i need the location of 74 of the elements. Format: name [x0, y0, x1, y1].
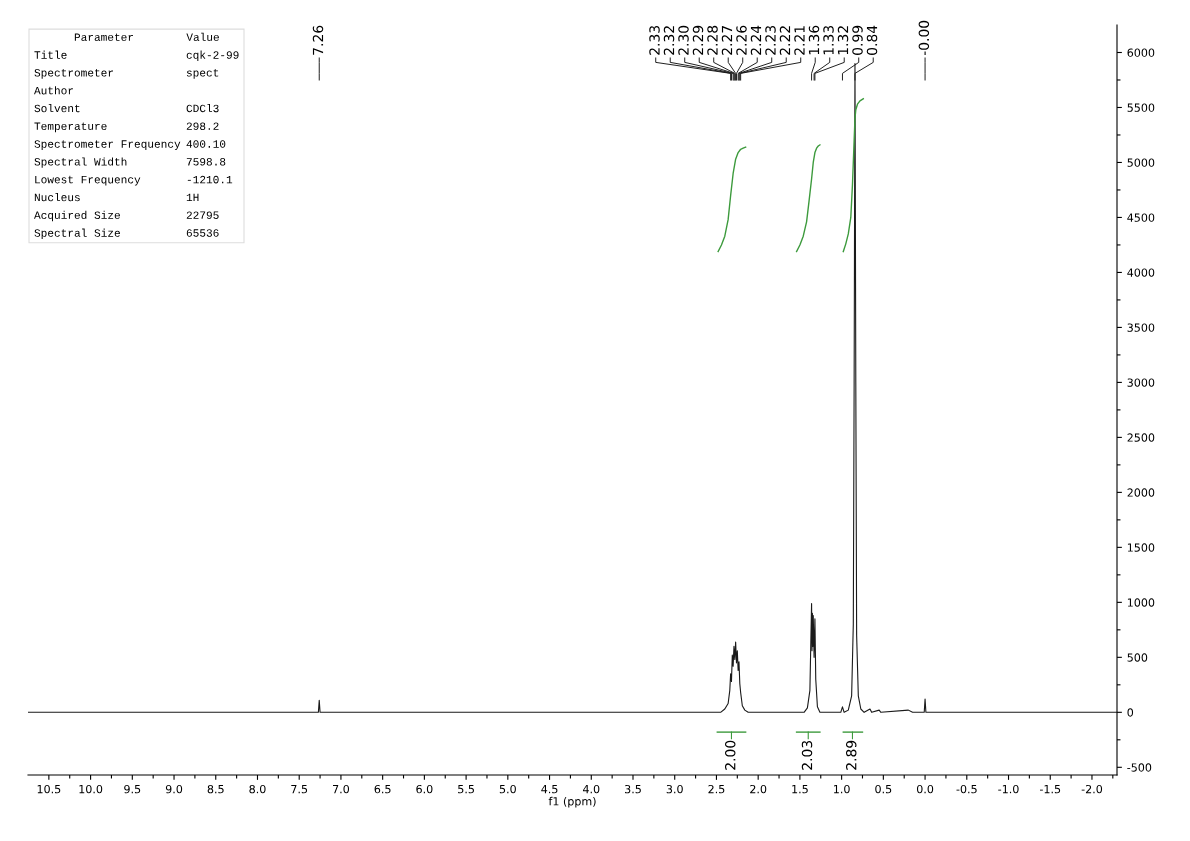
x-tick-label: 4.0 [582, 784, 600, 794]
text: Spectral Size 65536 [34, 228, 219, 239]
y-tick-label: 1500 [1127, 543, 1155, 552]
annotation: 2.26 [736, 25, 747, 55]
x-tick-label: 0.5 [875, 784, 892, 794]
y-tick-label: 5000 [1127, 158, 1155, 167]
annotation: 7.26 [312, 25, 324, 55]
annotation: 0.84 [866, 25, 878, 55]
annotation: 2.27 [721, 26, 733, 55]
y-tick-label: -500 [1127, 763, 1152, 772]
x-tick-label: 6.0 [416, 784, 433, 794]
annotation: 2.22 [779, 26, 791, 55]
x-tick-label: 5.0 [499, 784, 516, 794]
annotation: 1.36 [808, 25, 820, 55]
annotation: 2.89 [845, 740, 857, 770]
annotation: 2.21 [794, 26, 805, 55]
annotation: 2.00 [724, 740, 736, 770]
y-tick-label: 3000 [1127, 378, 1155, 387]
text: Temperature 298.2 [34, 122, 219, 133]
x-tick-label: 9.5 [124, 784, 141, 794]
annotation: 2.28 [707, 25, 718, 55]
y-tick-label: 3500 [1127, 323, 1155, 332]
annotation: 0.99 [852, 25, 863, 55]
x-tick-label: 1.5 [792, 785, 808, 794]
text: Title cqk-2-99 [34, 50, 239, 61]
x-tick-label: 2.5 [708, 784, 725, 794]
y-tick-label: 6000 [1127, 48, 1155, 57]
annotation: 1.33 [823, 25, 834, 55]
text: Solvent CDCl3 [34, 104, 219, 113]
y-tick-label: 1000 [1127, 598, 1155, 607]
annotation: 2.29 [692, 25, 704, 55]
annotation: 2.32 [663, 26, 675, 55]
x-axis-title: f1 (ppm) [548, 796, 596, 808]
x-tick-label: 9.0 [165, 784, 183, 794]
annotation: 2.33 [649, 25, 660, 55]
y-tick-label: 5500 [1127, 103, 1155, 112]
x-tick-label: 0.0 [916, 784, 934, 794]
text: Spectrometer spect [34, 69, 219, 79]
x-tick-label: 3.5 [625, 784, 641, 794]
y-tick-label: 2500 [1127, 433, 1155, 442]
y-tick-label: 0 [1127, 708, 1134, 717]
x-tick-label: 6.5 [374, 784, 391, 794]
text: Parameter Value [74, 32, 219, 41]
y-tick-label: 4000 [1127, 268, 1155, 277]
x-tick-label: 3.0 [666, 784, 683, 794]
y-tick-label: 2000 [1127, 488, 1155, 497]
annotation: 1.32 [837, 26, 849, 55]
x-tick-label: 1.0 [834, 784, 850, 794]
x-tick-label: 10.5 [37, 784, 61, 794]
x-tick-label: 8.5 [207, 784, 224, 794]
annotation: 2.23 [765, 25, 776, 55]
x-tick-label: 7.0 [333, 784, 350, 794]
x-tick-label: -1.5 [1039, 785, 1061, 794]
text: Lowest Frequency -1210.1 [35, 175, 233, 186]
x-tick-label: -0.5 [956, 784, 977, 794]
x-tick-label: 2.0 [750, 784, 767, 794]
annotation: 2.03 [801, 740, 813, 770]
text: Acquired Size 22795 [34, 210, 219, 222]
x-tick-label: 5.5 [458, 785, 474, 794]
y-tick-label: 4500 [1127, 213, 1155, 222]
annotation: Author [34, 86, 74, 95]
x-tick-label: 10.0 [79, 784, 103, 794]
annotation: 2.24 [750, 25, 762, 55]
y-tick-label: 500 [1127, 653, 1148, 662]
text: Nucleus 1H [34, 193, 199, 202]
annotation: 2.30 [678, 25, 689, 55]
x-tick-label: 4.5 [541, 785, 558, 794]
text: Spectral Width 7598.8 [34, 157, 226, 168]
x-tick-label: -2.0 [1081, 784, 1103, 794]
annotation: -0.00 [918, 20, 930, 56]
x-tick-label: -1.0 [998, 784, 1019, 794]
x-tick-label: 8.0 [249, 784, 266, 794]
annotation: Spectrometer Frequency 400.10 [34, 140, 226, 150]
x-tick-label: 7.5 [291, 785, 308, 794]
